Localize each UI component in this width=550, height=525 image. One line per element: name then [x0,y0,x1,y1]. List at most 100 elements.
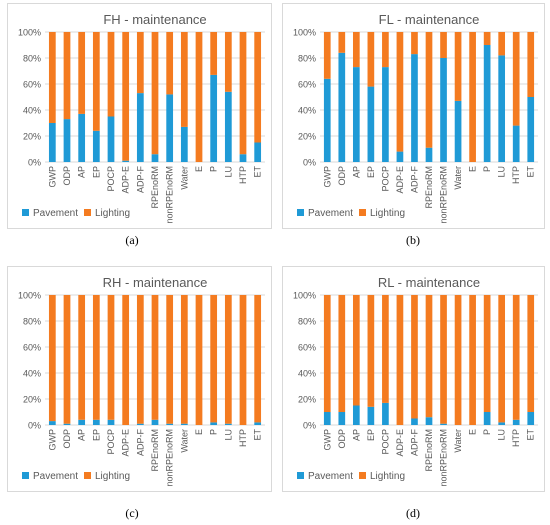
bar-pavement-htp [512,419,520,425]
bar-lighting-htp [239,32,247,155]
bar-lighting-e [195,295,203,425]
x-tick-label: ET [253,166,263,178]
bar-pavement-p [483,412,491,425]
bar-lighting-gwp [323,32,331,79]
bar-lighting-rpenorm [425,32,433,148]
bar-lighting-gwp [48,295,56,422]
bar-lighting-e [469,295,476,425]
y-tick-label: 100% [18,291,41,301]
y-tick-label: 80% [23,317,41,327]
bar-lighting-p [210,32,218,75]
bar-lighting-pocp [382,32,389,68]
bar-lighting-rpenorm [425,295,433,418]
x-tick-label: GWP [47,429,57,451]
bar-pavement-ap [78,113,86,162]
chart-panel-fl: FL - maintenance 0% 20% 40% 60% 80% 100% GWP ODP… [282,3,545,229]
chart-title: RL - maintenance [378,275,480,290]
bar-pavement-water [180,423,188,425]
chart-fh: FH - maintenance 0% 20% 40% 60% 80% 100% GWP ODP… [18,12,265,224]
bar-lighting-lu [224,32,232,92]
chart-rh: RH - maintenance 0% 20% 40% 60% 80% 100% GWP ODP… [18,275,265,487]
chart-panel-rh: RH - maintenance 0% 20% 40% 60% 80% 100% GWP ODP… [7,266,272,492]
chart-title: FH - maintenance [103,12,206,27]
bar-lighting-lu [498,295,506,423]
x-tick-label: POCP [106,429,116,455]
legend-label-pavement: Pavement [308,471,353,482]
bar-lighting-adp-e [122,295,130,425]
x-tick-label: Water [179,166,189,190]
x-tick-label: ADP-F [409,165,419,193]
bar-lighting-adp-e [122,32,130,161]
x-tick-label: HTP [511,429,521,447]
x-tick-label: EP [91,429,101,441]
bar-lighting-adp-f [136,32,144,94]
legend-label-pavement: Pavement [33,471,78,482]
bar-lighting-adp-f [411,32,418,55]
bar-pavement-ap [352,405,360,425]
legend-swatch-pavement [22,209,29,216]
legend-label-lighting: Lighting [370,471,405,482]
x-tick-label: EP [91,166,101,178]
x-tick-label: AP [77,166,87,178]
bar-lighting-nonrpenorm [440,32,447,58]
bar-pavement-gwp [323,412,331,425]
x-tick-label: LU [497,429,507,441]
y-tick-label: 100% [293,28,316,38]
bar-pavement-pocp [107,116,115,162]
bar-lighting-rpenorm [151,32,159,155]
chart-fl: FL - maintenance 0% 20% 40% 60% 80% 100% GWP ODP… [293,12,538,224]
bar-pavement-nonrpenorm [166,423,174,425]
bar-lighting-pocp [107,295,115,420]
bar-lighting-htp [239,295,247,425]
bar-lighting-adp-f [136,295,144,424]
x-tick-label: RPEnoRM [424,429,434,472]
bar-pavement-p [210,422,218,425]
bar-pavement-rpenorm [151,419,159,425]
y-tick-label: 20% [298,395,316,405]
x-tick-label: HTP [238,166,248,184]
bar-pavement-water [180,126,188,162]
x-tick-label: P [482,166,492,172]
x-tick-label: ODP [337,166,347,186]
x-tick-label: HTP [511,166,521,184]
y-tick-label: 40% [298,106,316,116]
bar-lighting-nonrpenorm [166,295,174,424]
y-tick-label: 60% [23,343,41,353]
bar-pavement-et [527,412,535,425]
x-tick-label: LU [223,429,233,441]
bar-lighting-adp-e [396,32,404,152]
bar-pavement-odp [63,119,71,162]
legend-label-lighting: Lighting [370,208,405,219]
bar-lighting-adp-f [411,295,418,419]
x-tick-label: AP [77,429,87,441]
bar-lighting-ep [92,32,100,131]
bar-lighting-et [527,295,535,412]
chart-title: RH - maintenance [103,275,208,290]
y-tick-label: 80% [298,54,316,64]
bar-pavement-odp [338,52,346,162]
bar-lighting-odp [338,32,346,53]
x-tick-label: GWP [322,166,332,188]
bar-lighting-water [454,295,462,425]
x-tick-label: ADP-F [135,165,145,193]
x-tick-label: HTP [238,429,248,447]
bar-lighting-ap [352,295,360,406]
bar-pavement-p [210,74,218,162]
bar-pavement-odp [63,423,71,425]
x-tick-label: RPEnoRM [424,166,434,209]
x-tick-label: Water [453,166,463,190]
y-tick-label: 0% [28,158,41,168]
bar-pavement-et [527,97,535,162]
x-tick-label: RPEnoRM [150,429,160,472]
legend-label-lighting: Lighting [95,471,130,482]
bar-pavement-nonrpenorm [166,94,174,162]
x-tick-label: ODP [62,429,72,449]
caption-d: (d) [406,506,420,520]
bar-pavement-gwp [48,123,56,162]
x-tick-label: EP [366,429,376,441]
x-tick-label: ET [253,429,263,441]
bar-lighting-et [254,295,262,423]
legend-label-pavement: Pavement [33,208,78,219]
y-tick-label: 100% [293,291,316,301]
bar-lighting-rpenorm [151,295,159,420]
